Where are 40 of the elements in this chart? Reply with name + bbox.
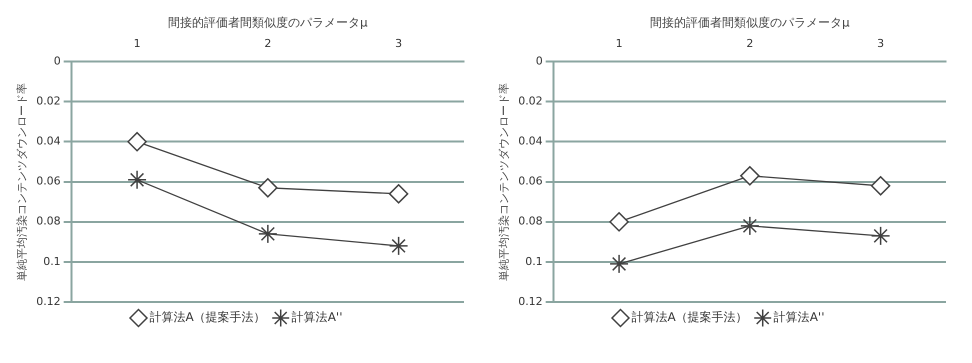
point xyxy=(388,184,408,204)
y-tick-label: 0 xyxy=(54,54,61,68)
point xyxy=(127,132,147,152)
point xyxy=(740,216,760,236)
point xyxy=(388,236,408,256)
point xyxy=(609,212,629,232)
y-tick-label: 0.04 xyxy=(518,134,543,148)
y-axis-title: 単純平均汚染コンテンツダウンロード率 xyxy=(497,82,510,281)
x-tick-label: 1 xyxy=(134,36,141,50)
y-tick-label: 0.02 xyxy=(36,94,61,108)
point xyxy=(740,166,760,186)
y-tick-label: 0.1 xyxy=(525,254,543,268)
y-tick-label: 0 xyxy=(536,54,543,68)
point xyxy=(258,224,278,244)
legend-label: 計算法A（提案手法） xyxy=(631,310,748,324)
point xyxy=(258,178,278,198)
x-axis-title: 間接的評価者間類似度のパラメータμ xyxy=(168,15,368,30)
y-axis-title: 単純平均汚染コンテンツダウンロード率 xyxy=(15,82,28,281)
y-tick-label: 0.02 xyxy=(518,94,543,108)
point xyxy=(127,170,147,190)
point xyxy=(870,176,890,196)
y-tick-label: 0.12 xyxy=(36,294,61,308)
y-tick-label: 0.1 xyxy=(43,254,61,268)
y-tick-label: 0.12 xyxy=(518,294,543,308)
x-tick-label: 3 xyxy=(877,36,884,50)
x-tick-label: 1 xyxy=(616,36,623,50)
y-tick-label: 0.06 xyxy=(36,174,61,188)
x-tick-label: 2 xyxy=(264,36,272,50)
y-tick-label: 0.08 xyxy=(36,214,61,228)
y-tick-label: 0.04 xyxy=(36,134,61,148)
legend-label: 計算法A（提案手法） xyxy=(149,310,266,324)
y-tick-label: 0.08 xyxy=(518,214,543,228)
legend-label: 計算法A'' xyxy=(774,310,825,324)
legend-label: 計算法A'' xyxy=(292,310,343,324)
y-tick-label: 0.06 xyxy=(518,174,543,188)
x-axis-title: 間接的評価者間類似度のパラメータμ xyxy=(650,15,850,30)
x-tick-label: 3 xyxy=(395,36,402,50)
x-tick-label: 2 xyxy=(746,36,754,50)
point xyxy=(870,226,890,246)
point xyxy=(609,254,629,274)
